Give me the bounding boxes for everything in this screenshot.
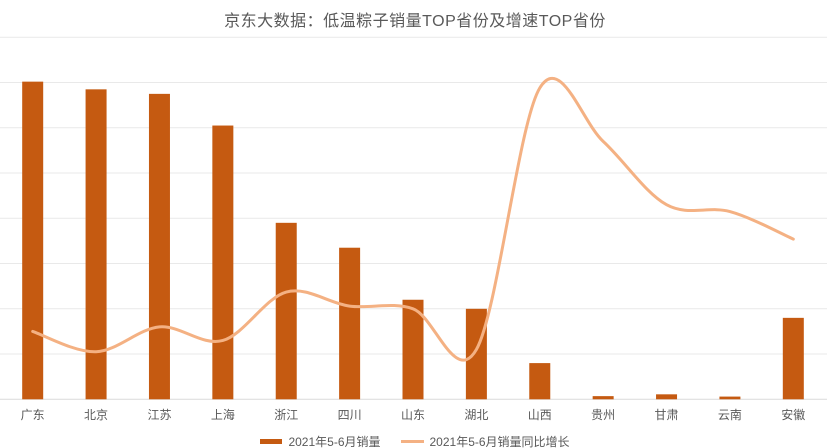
legend-item-label: 2021年5-6月销量 bbox=[288, 435, 381, 448]
bar-山东 bbox=[402, 299, 424, 400]
bar-四川 bbox=[339, 247, 361, 400]
bar-江苏 bbox=[148, 93, 170, 400]
bar-贵州 bbox=[592, 396, 614, 400]
bar-上海 bbox=[212, 125, 234, 400]
x-axis-label-9: 山西 bbox=[527, 408, 552, 422]
x-axis-label-13: 安徽 bbox=[781, 408, 806, 422]
x-axis-label-8: 湖北 bbox=[464, 408, 489, 422]
legend-item-label: 2021年5-6月销量同比增长 bbox=[429, 435, 570, 448]
growth-line bbox=[31, 77, 795, 362]
bar-安徽 bbox=[782, 317, 804, 400]
chart-title: 京东大数据：低温粽子销量TOP省份及增速TOP省份 bbox=[224, 13, 606, 30]
x-axis-label-10: 贵州 bbox=[591, 408, 616, 422]
x-axis-label-12: 云南 bbox=[717, 408, 742, 422]
bar-湖北 bbox=[465, 308, 487, 400]
x-axis-label-11: 甘肃 bbox=[654, 408, 679, 422]
line-series-swatch bbox=[400, 440, 424, 443]
x-axis-label-7: 山东 bbox=[400, 408, 426, 422]
x-axis-label-5: 浙江 bbox=[274, 408, 299, 422]
x-axis-label-3: 江苏 bbox=[147, 408, 172, 422]
bar-浙江 bbox=[275, 222, 297, 400]
legend-item-2: 2021年5-6月销量同比增长 bbox=[400, 433, 570, 448]
bar-甘肃 bbox=[656, 394, 678, 400]
bar-广东 bbox=[22, 81, 44, 400]
x-axis-label-2: 北京 bbox=[84, 408, 109, 422]
legend: 2021年5-6月销量 2021年5-6月销量同比增长 bbox=[0, 433, 830, 448]
bar-series-swatch bbox=[260, 439, 283, 444]
x-axis-label-4: 上海 bbox=[210, 408, 235, 422]
bar-山西 bbox=[529, 363, 551, 400]
bar-北京 bbox=[85, 89, 107, 400]
bar-云南 bbox=[719, 396, 741, 400]
x-axis-label-6: 四川 bbox=[337, 408, 362, 422]
legend-item-1: 2021年5-6月销量 bbox=[260, 433, 381, 448]
x-axis-label-1: 广东 bbox=[20, 408, 45, 422]
